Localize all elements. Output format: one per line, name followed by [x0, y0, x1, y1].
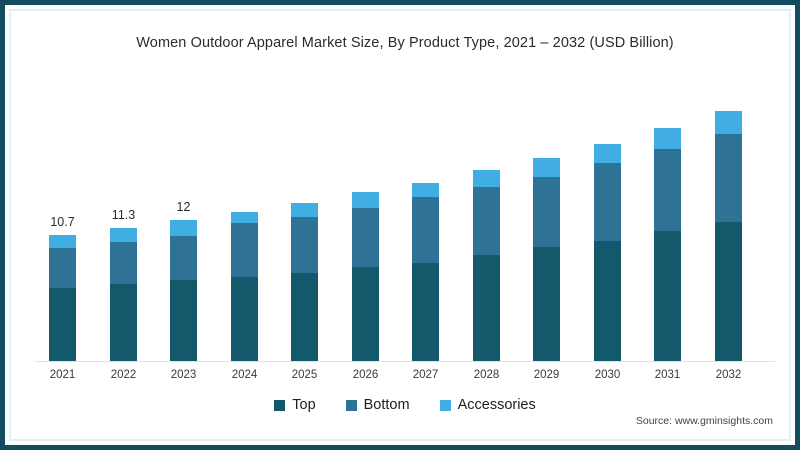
source-note: Source: www.gminsights.com — [635, 415, 773, 427]
bar-segment-accessories[interactable] — [49, 235, 76, 248]
bar-segment-top[interactable] — [231, 277, 258, 361]
bar-2023[interactable]: 12 — [170, 200, 197, 361]
x-tick-2024: 2024 — [231, 369, 258, 381]
bar-value-label: 12 — [176, 200, 191, 214]
bar-2026[interactable] — [352, 192, 379, 361]
chart-legend: Top Bottom Accessories — [5, 397, 800, 413]
x-tick-2029: 2029 — [533, 369, 560, 381]
bar-segment-top[interactable] — [473, 255, 500, 361]
legend-label: Accessories — [457, 397, 536, 413]
bar-segment-accessories[interactable] — [533, 158, 560, 177]
bar-segment-accessories[interactable] — [231, 212, 258, 223]
bar-segment-bottom[interactable] — [533, 177, 560, 247]
bar-segment-top[interactable] — [291, 273, 318, 361]
bar-segment-bottom[interactable] — [412, 197, 439, 263]
x-tick-2030: 2030 — [594, 369, 621, 381]
x-tick-2022: 2022 — [110, 369, 137, 381]
bar-segment-bottom[interactable] — [110, 242, 137, 284]
bar-2032[interactable] — [715, 111, 742, 361]
bar-segment-top[interactable] — [352, 267, 379, 361]
bar-segment-top[interactable] — [170, 280, 197, 361]
bar-segment-top[interactable] — [654, 231, 681, 361]
x-tick-2026: 2026 — [352, 369, 379, 381]
bar-segment-accessories[interactable] — [412, 183, 439, 197]
bar-segment-top[interactable] — [49, 288, 76, 361]
legend-swatch-icon — [274, 399, 286, 411]
x-tick-2021: 2021 — [49, 369, 76, 381]
bar-segment-bottom[interactable] — [594, 163, 621, 241]
bar-2021[interactable]: 10.7 — [49, 215, 76, 361]
bar-segment-bottom[interactable] — [231, 223, 258, 277]
bar-segment-accessories[interactable] — [352, 192, 379, 208]
x-tick-2032: 2032 — [715, 369, 742, 381]
chart-title: Women Outdoor Apparel Market Size, By Pr… — [136, 35, 674, 51]
bar-2029[interactable] — [533, 158, 560, 361]
x-tick-2023: 2023 — [170, 369, 197, 381]
bar-segment-bottom[interactable] — [49, 248, 76, 288]
bar-segment-accessories[interactable] — [110, 228, 137, 242]
bar-2025[interactable] — [291, 203, 318, 361]
bar-2031[interactable] — [654, 128, 681, 361]
bar-segment-bottom[interactable] — [352, 208, 379, 267]
bar-2022[interactable]: 11.3 — [110, 208, 137, 361]
bar-segment-top[interactable] — [412, 263, 439, 361]
x-tick-2031: 2031 — [654, 369, 681, 381]
bar-segment-top[interactable] — [533, 247, 560, 361]
bar-segment-accessories[interactable] — [594, 144, 621, 163]
bar-value-label: 10.7 — [50, 215, 75, 229]
bar-2030[interactable] — [594, 144, 621, 361]
x-tick-2028: 2028 — [473, 369, 500, 381]
plot-area: 10.7 11.3 12 2021 2022 2023 2024 2025 2026 2027 2… — [5, 5, 800, 450]
legend-swatch-icon — [345, 399, 357, 411]
bar-segment-bottom[interactable] — [715, 134, 742, 222]
bar-segment-accessories[interactable] — [291, 203, 318, 217]
bar-segment-accessories[interactable] — [654, 128, 681, 149]
bar-segment-bottom[interactable] — [654, 149, 681, 231]
bar-2024[interactable] — [231, 212, 258, 361]
bar-value-label: 11.3 — [111, 208, 136, 222]
bar-segment-accessories[interactable] — [715, 111, 742, 134]
bar-segment-bottom[interactable] — [170, 236, 197, 280]
legend-label: Bottom — [363, 397, 410, 413]
legend-item-bottom[interactable]: Bottom — [345, 397, 410, 413]
bar-segment-top[interactable] — [594, 241, 621, 361]
bar-2027[interactable] — [412, 183, 439, 361]
legend-item-accessories[interactable]: Accessories — [439, 397, 536, 413]
x-axis-line — [35, 361, 775, 362]
bar-segment-top[interactable] — [715, 222, 742, 361]
bar-segment-top[interactable] — [110, 284, 137, 361]
legend-label: Top — [292, 397, 316, 413]
x-tick-2025: 2025 — [291, 369, 318, 381]
x-tick-2027: 2027 — [412, 369, 439, 381]
bar-2028[interactable] — [473, 170, 500, 361]
bar-segment-bottom[interactable] — [473, 187, 500, 255]
legend-swatch-icon — [439, 399, 451, 411]
bar-segment-accessories[interactable] — [170, 220, 197, 236]
bar-segment-accessories[interactable] — [473, 170, 500, 187]
legend-item-top[interactable]: Top — [274, 397, 316, 413]
bar-segment-bottom[interactable] — [291, 217, 318, 273]
